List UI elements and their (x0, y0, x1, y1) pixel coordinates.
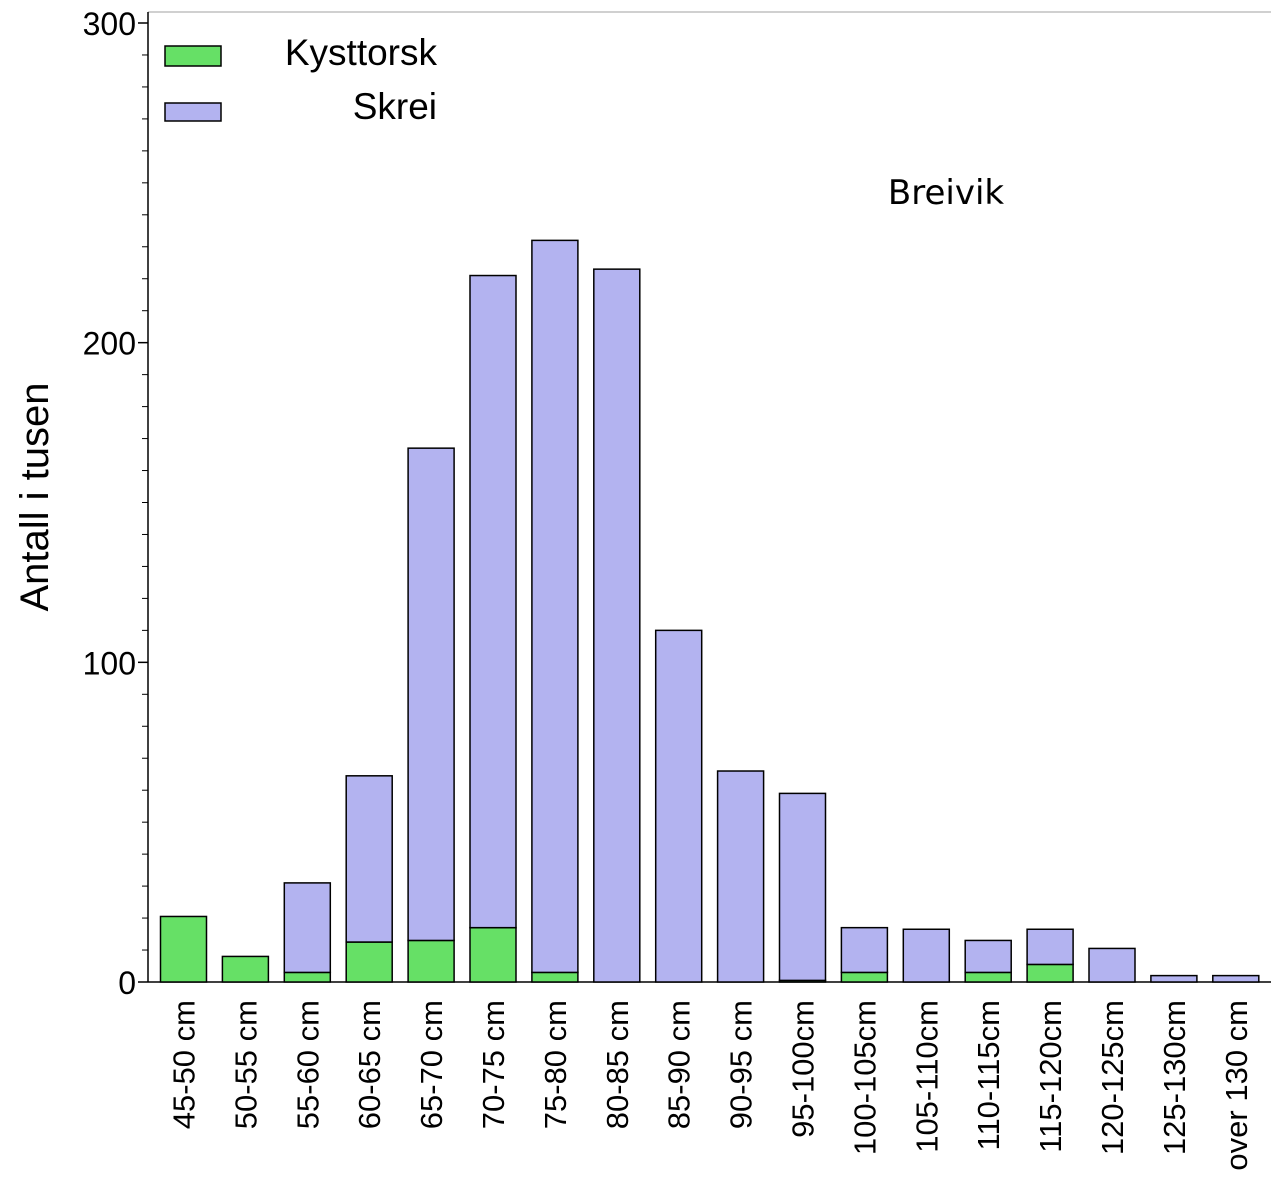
bar-kysttorsk-75-80-cm (531, 971, 579, 983)
bar-skrei-115-120cm (1026, 928, 1074, 966)
y-tick-label: 100 (83, 645, 136, 681)
bar-kysttorsk-55-60-cm (283, 971, 332, 983)
bar-skrei-110-115cm (964, 939, 1012, 974)
legend-swatch-skrei (164, 102, 222, 122)
x-tick-label: 65-70 cm (414, 1000, 449, 1129)
bar-skrei-60-65-cm (345, 775, 393, 943)
x-tick-label: 45-50 cm (167, 1000, 202, 1129)
bar-skrei-80-85-cm (593, 268, 641, 983)
bar-skrei-55-60-cm (283, 882, 332, 974)
bar-skrei-90-95-cm (716, 770, 765, 983)
bar-kysttorsk-60-65-cm (345, 941, 393, 983)
x-tick-labels: 45-50 cm 50-55 cm 55-60 cm 60-65 cm 65-70 cm… (167, 1000, 1254, 1171)
x-tick-label: 50-55 cm (228, 1000, 263, 1129)
bar-kysttorsk-115-120cm (1026, 963, 1074, 983)
x-tick-label: 115-120cm (1033, 1000, 1068, 1153)
x-tick-label: 75-80 cm (538, 1000, 573, 1129)
bar-skrei-100-105cm (840, 926, 889, 974)
bar-kysttorsk-110-115cm (964, 971, 1012, 983)
y-tick-label: 0 (118, 965, 136, 1001)
x-tick-label: 95-100cm (786, 1000, 821, 1138)
y-major-ticks: 0 100 200 300 (83, 6, 148, 1001)
x-tick-label: over 130 cm (1219, 1000, 1254, 1171)
legend: Kysttorsk Skrei (164, 32, 438, 127)
x-tick-label: 90-95 cm (724, 1000, 759, 1129)
bar-skrei-95-100cm (778, 792, 827, 982)
bar-kysttorsk-70-75-cm (469, 926, 517, 983)
x-tick-label: 80-85 cm (600, 1000, 635, 1129)
y-minor-ticks (142, 54, 148, 951)
x-tick-label: 100-105cm (847, 1000, 882, 1155)
bar-kysttorsk-45-50-cm (159, 915, 208, 983)
bars (159, 239, 1260, 983)
bar-skrei-125-130cm (1150, 974, 1198, 983)
x-tick-label: 60-65 cm (352, 1000, 387, 1129)
x-tick-label: 120-125cm (1095, 1000, 1130, 1155)
y-axis-label: Antall i tusen (13, 382, 57, 611)
legend-label-kysttorsk: Kysttorsk (285, 32, 438, 73)
y-tick-label: 200 (83, 326, 136, 362)
legend-label-skrei: Skrei (353, 86, 437, 127)
legend-swatch-kysttorsk (164, 45, 222, 67)
bar-skrei-105-110cm (902, 928, 951, 983)
x-tick-label: 105-110cm (909, 1000, 944, 1153)
bar-skrei-70-75-cm (469, 274, 517, 929)
bar-skrei-over-130-cm (1212, 974, 1260, 983)
bar-skrei-65-70-cm (407, 447, 455, 942)
bar-skrei-120-125cm (1088, 947, 1136, 983)
y-tick-label: 300 (83, 6, 136, 42)
bar-skrei-75-80-cm (531, 239, 579, 974)
bar-kysttorsk-65-70-cm (407, 939, 455, 983)
x-tick-label: 85-90 cm (662, 1000, 697, 1129)
x-tick-label: 125-130cm (1157, 1000, 1192, 1155)
x-tick-label: 110-115cm (971, 1000, 1006, 1151)
bar-kysttorsk-100-105cm (840, 971, 889, 983)
x-tick-label: 55-60 cm (290, 1000, 325, 1129)
bar-kysttorsk-50-55-cm (221, 955, 270, 983)
bar-skrei-85-90-cm (654, 629, 703, 983)
x-tick-label: 70-75 cm (476, 1000, 511, 1129)
chart-annotation: Breivik (888, 173, 1004, 213)
